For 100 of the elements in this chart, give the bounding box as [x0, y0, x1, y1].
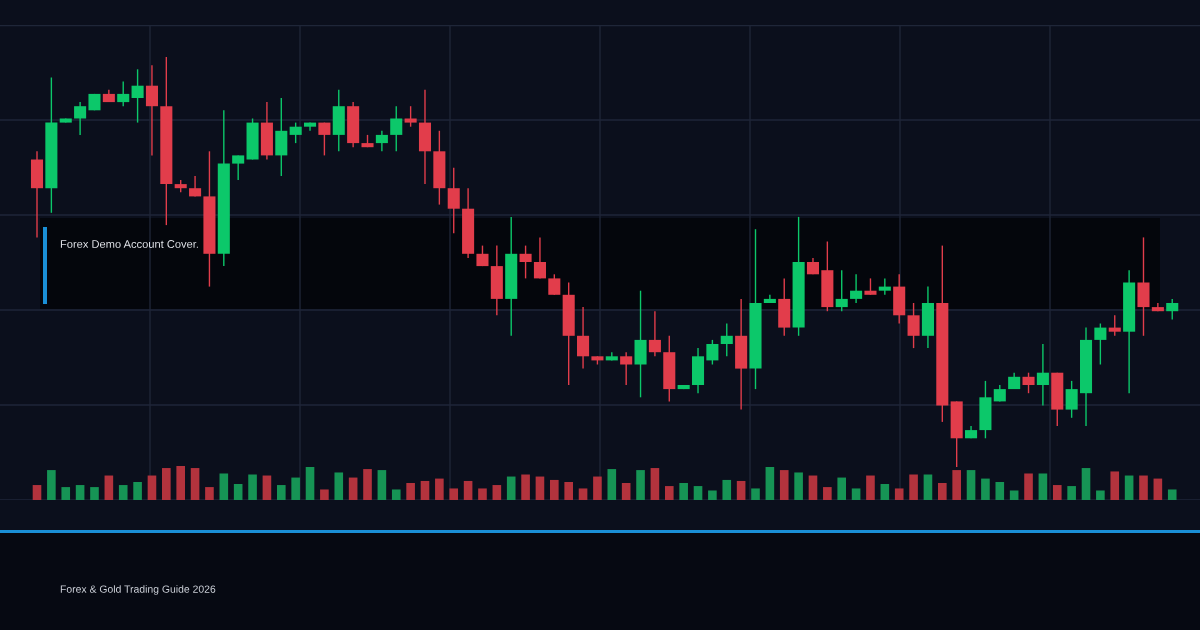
- bar: [952, 470, 961, 500]
- bar: [894, 488, 904, 500]
- bar: [593, 476, 602, 500]
- candlestick: [145, 64, 158, 157]
- bar: [1096, 490, 1105, 500]
- candlestick: [1094, 322, 1107, 366]
- candlestick: [878, 277, 891, 296]
- bar: [607, 469, 617, 500]
- bar: [923, 474, 933, 500]
- bar: [521, 474, 530, 500]
- bar: [550, 479, 559, 500]
- text: Forex & Gold Trading Guide 2026: [60, 585, 216, 595]
- candlestick: [907, 302, 920, 349]
- bar: [837, 477, 847, 500]
- bar: [1024, 473, 1033, 500]
- bar: [679, 483, 688, 500]
- bar: [334, 472, 344, 500]
- bar: [880, 484, 890, 500]
- bar: [305, 467, 315, 500]
- bar: [1167, 489, 1177, 500]
- candlestick: [577, 306, 590, 370]
- bar: [535, 476, 545, 500]
- bar: [1153, 478, 1163, 500]
- bar: [909, 474, 918, 500]
- bar: [851, 488, 861, 500]
- candlestick: [850, 273, 863, 304]
- candlestick: [318, 121, 331, 157]
- candlestick: [131, 68, 144, 124]
- candlestick: [390, 105, 403, 152]
- bar: [276, 485, 286, 500]
- bar: [118, 485, 128, 500]
- bar: [938, 483, 947, 500]
- bar: [363, 469, 372, 500]
- bar: [1009, 490, 1019, 500]
- bar: [693, 486, 703, 500]
- bar: [391, 489, 401, 500]
- bar: [492, 485, 502, 500]
- bar: [506, 476, 516, 500]
- bar: [1038, 473, 1048, 500]
- bar: [406, 483, 415, 500]
- candlestick: [706, 339, 719, 366]
- bar: [736, 480, 746, 500]
- candlestick: [404, 105, 417, 128]
- bar: [248, 474, 257, 500]
- bar: [751, 488, 760, 500]
- bar: [621, 483, 631, 500]
- bar: [205, 487, 214, 500]
- candlestick: [835, 269, 848, 312]
- bar: [794, 472, 803, 500]
- bar: [1052, 485, 1062, 500]
- bar: [262, 475, 272, 500]
- candlestick: [1036, 343, 1049, 407]
- bar: [104, 475, 114, 500]
- bar: [47, 470, 56, 500]
- candlestick: [1166, 298, 1179, 321]
- bar: [420, 480, 430, 500]
- bar: [1124, 475, 1134, 500]
- bar: [808, 475, 818, 500]
- bar: [75, 485, 85, 500]
- bar: [1110, 471, 1120, 500]
- candlestick: [232, 154, 245, 181]
- bar: [147, 475, 157, 500]
- bar: [1067, 486, 1076, 500]
- bar: [981, 478, 990, 500]
- bar: [650, 468, 660, 500]
- candlestick: [1065, 380, 1078, 419]
- bar: [190, 468, 200, 500]
- candlestick: [548, 273, 561, 296]
- bar: [765, 467, 775, 500]
- bar: [162, 468, 171, 500]
- bar: [664, 486, 674, 500]
- candlestick: [117, 80, 130, 107]
- candlestick: [720, 322, 733, 357]
- bar: [564, 481, 573, 500]
- bar: [90, 487, 99, 500]
- bar: [866, 475, 875, 500]
- bar: [176, 466, 186, 500]
- bar: [219, 473, 229, 500]
- bar: [61, 487, 71, 500]
- bar: [377, 470, 387, 500]
- bar: [779, 470, 789, 500]
- candlestick: [1108, 314, 1121, 337]
- bar: [463, 480, 473, 500]
- bar: [708, 490, 717, 500]
- candlestick: [289, 121, 302, 144]
- bar: [449, 488, 459, 500]
- bar: [578, 488, 588, 500]
- bar: [966, 470, 976, 500]
- bar: [435, 478, 444, 500]
- bar: [722, 479, 732, 500]
- bar: [133, 481, 142, 500]
- candlestick: [648, 310, 661, 357]
- candlestick: [519, 244, 532, 280]
- bar: [823, 487, 832, 500]
- bar: [1139, 475, 1148, 500]
- annotation: Forex Demo Account Cover.: [60, 240, 198, 248]
- bar: [32, 485, 42, 500]
- bar: [320, 489, 329, 500]
- bar: [348, 477, 358, 500]
- bar: [636, 470, 645, 500]
